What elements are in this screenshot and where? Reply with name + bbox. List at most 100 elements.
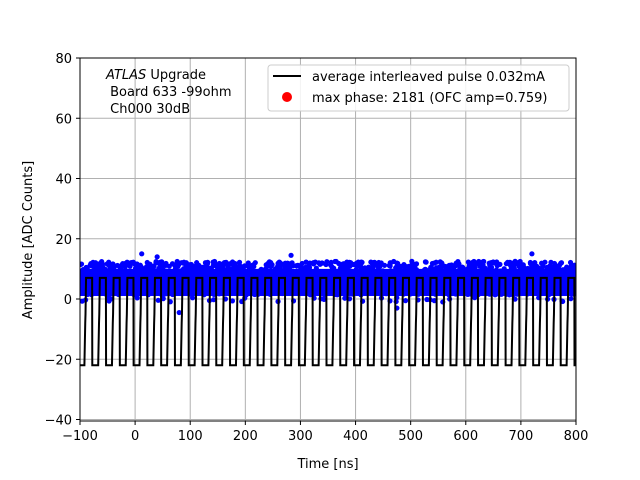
y-tick-label: 0 xyxy=(64,293,72,308)
scatter-point xyxy=(409,258,415,264)
scatter-point xyxy=(229,298,236,304)
plot-frame xyxy=(79,57,577,422)
scatter-point xyxy=(147,261,153,267)
scatter-point xyxy=(412,263,418,269)
scatter-point xyxy=(540,263,546,269)
legend: average interleaved pulse 0.032mA max ph… xyxy=(267,64,570,112)
scatter-outlier xyxy=(529,251,535,257)
scatter-point xyxy=(544,264,550,271)
scatter-point xyxy=(183,263,189,269)
scatter-point xyxy=(225,264,232,270)
scatter-point xyxy=(394,260,400,266)
scatter-point xyxy=(106,259,112,265)
annotation-upgrade: Upgrade xyxy=(146,68,206,83)
scatter-point xyxy=(328,262,334,268)
scatter-point xyxy=(220,261,226,267)
scatter-point xyxy=(510,262,516,268)
annotation: ATLAS Upgrade Board 633 -99ohm Ch000 30d… xyxy=(105,68,232,117)
annotation-channel: Ch000 30dB xyxy=(106,102,190,117)
scatter-point xyxy=(289,260,295,266)
scatter-point xyxy=(504,259,511,266)
svg-text:ATLAS Upgrade: ATLAS Upgrade xyxy=(105,68,206,83)
scatter-outlier xyxy=(154,254,160,260)
scatter-point xyxy=(433,259,439,265)
scatter-band xyxy=(80,268,576,296)
x-tick-label: −100 xyxy=(62,429,98,444)
scatter-point xyxy=(251,263,257,270)
scatter-point xyxy=(295,262,301,268)
scatter-point xyxy=(423,259,429,265)
scatter-point xyxy=(106,295,113,302)
scatter-point xyxy=(552,264,558,270)
scatter-point xyxy=(211,297,217,303)
scatter-point xyxy=(155,297,161,303)
scatter-point xyxy=(127,263,133,269)
x-tick-label: 0 xyxy=(131,429,139,444)
scatter-point xyxy=(401,262,407,268)
legend-label-pulse: average interleaved pulse 0.032mA xyxy=(312,70,545,85)
annotation-board: Board 633 -99ohm xyxy=(106,85,232,100)
scatter-point xyxy=(476,258,482,265)
scatter-point xyxy=(236,263,242,269)
scatter-point xyxy=(215,263,222,270)
scatter-point xyxy=(387,263,393,269)
scatter-point xyxy=(268,263,274,270)
y-tick-label: 60 xyxy=(55,112,72,127)
scatter-point xyxy=(276,259,282,265)
scatter-point xyxy=(375,262,381,268)
scatter-point xyxy=(332,258,338,265)
scatter-point xyxy=(210,259,217,265)
plot-marks xyxy=(80,251,576,367)
scatter-point xyxy=(342,295,348,301)
scatter-point xyxy=(107,264,114,270)
scatter-point xyxy=(452,262,459,269)
scatter-point xyxy=(527,259,533,266)
scatter-point xyxy=(324,259,330,265)
scatter-point xyxy=(353,262,359,268)
scatter-point xyxy=(437,259,443,265)
y-axis-label: Amplitude [ADC Counts] xyxy=(21,161,36,319)
scatter-outlier xyxy=(176,309,182,316)
scatter-point xyxy=(158,262,164,268)
x-tick-label: 800 xyxy=(564,429,589,444)
scatter-point xyxy=(439,263,445,269)
x-axis-label: Time [ns] xyxy=(296,457,358,472)
scatter-point xyxy=(470,259,476,266)
scatter-point xyxy=(245,263,251,269)
x-tick-label: 100 xyxy=(178,429,203,444)
scatter-point xyxy=(312,259,318,265)
x-tick-label: 300 xyxy=(288,429,313,444)
scatter-point xyxy=(176,261,182,268)
x-tick-label: 400 xyxy=(343,429,368,444)
scatter-point xyxy=(348,260,354,266)
scatter-point xyxy=(80,261,84,267)
scatter-point xyxy=(518,263,524,269)
scatter-outlier xyxy=(288,252,294,258)
scatter-point xyxy=(465,259,471,265)
scatter-point xyxy=(194,260,200,266)
scatter-point xyxy=(491,260,497,266)
scatter-point xyxy=(163,260,169,267)
x-tick-label: 700 xyxy=(508,429,533,444)
scatter-point xyxy=(402,298,409,304)
scatter-point xyxy=(558,260,564,266)
scatter-point xyxy=(306,261,313,267)
scatter-point xyxy=(91,261,97,268)
x-tick-label: 500 xyxy=(398,429,423,444)
scatter-point xyxy=(340,264,346,270)
scatter-point xyxy=(205,259,211,265)
annotation-atlas: ATLAS xyxy=(105,68,146,83)
scatter-point xyxy=(551,260,558,267)
scatter-point xyxy=(472,295,478,301)
scatter-point xyxy=(124,259,130,265)
scatter-point xyxy=(80,298,85,304)
scatter-point xyxy=(236,259,243,265)
pulse-line xyxy=(80,276,576,367)
scatter-point xyxy=(268,259,274,266)
scatter-point xyxy=(230,261,236,267)
scatter-point xyxy=(517,258,523,265)
x-tick-label: 200 xyxy=(233,429,258,444)
scatter-point xyxy=(481,258,487,265)
scatter-point xyxy=(134,295,140,301)
